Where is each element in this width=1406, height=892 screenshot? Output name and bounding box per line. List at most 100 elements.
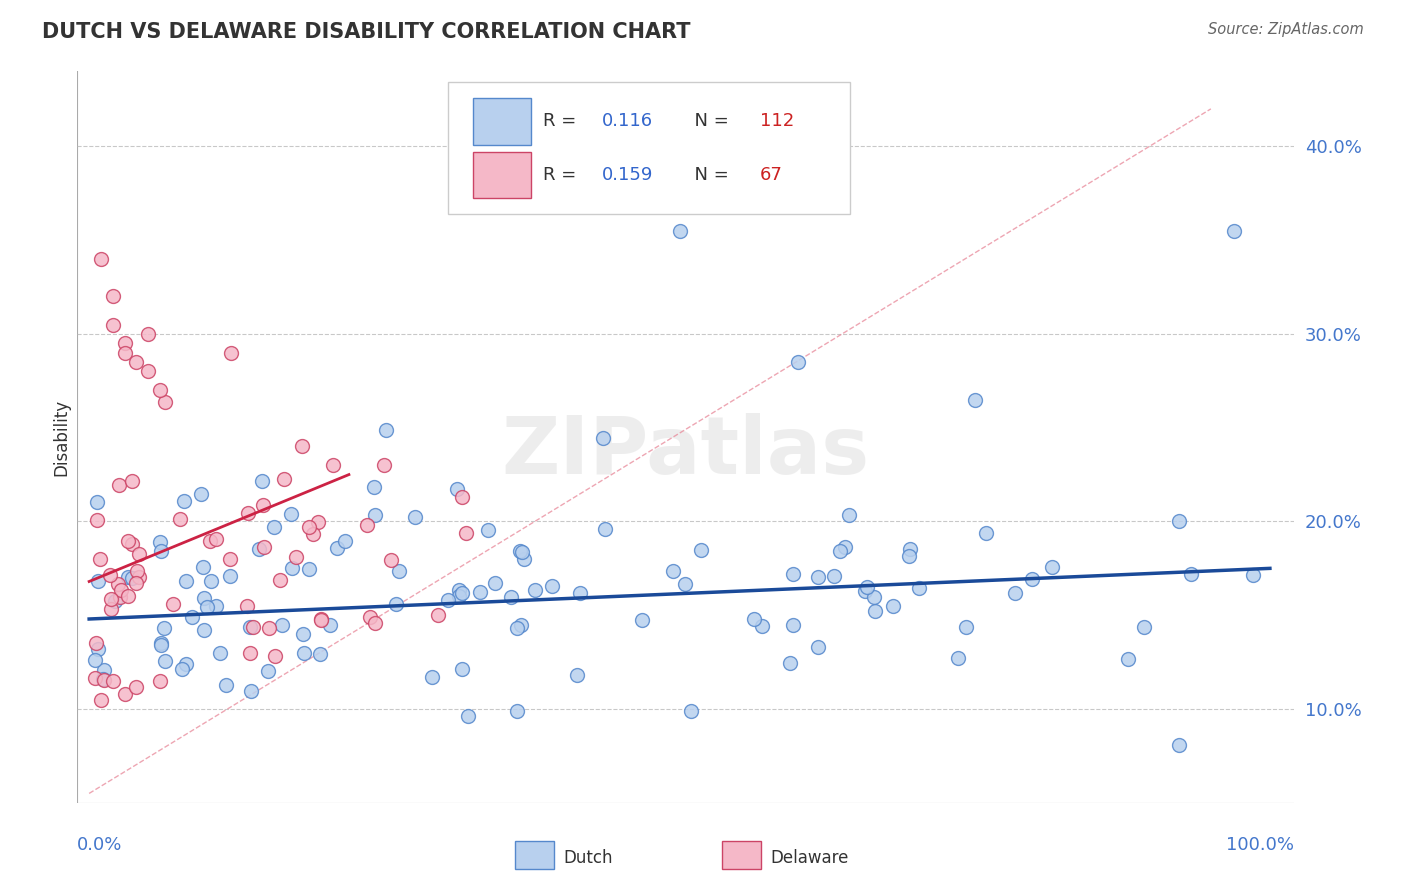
Point <box>1168 739 1191 753</box>
Text: ZIPatlas: ZIPatlas <box>502 413 869 491</box>
Point <box>193 623 215 637</box>
Point <box>93 664 115 678</box>
Point <box>862 590 884 604</box>
Point <box>270 617 292 632</box>
Point <box>450 585 472 599</box>
Point <box>468 584 491 599</box>
Point <box>149 535 172 549</box>
Point <box>838 508 860 522</box>
Point <box>450 662 472 676</box>
Point <box>333 533 356 548</box>
Text: 0.116: 0.116 <box>602 112 652 130</box>
Point <box>567 668 589 682</box>
Point <box>807 640 830 654</box>
Point <box>484 575 506 590</box>
Point <box>499 590 522 604</box>
Point <box>215 678 238 692</box>
Point <box>1133 620 1156 634</box>
Point <box>104 594 127 608</box>
Point <box>446 482 468 496</box>
Point <box>882 599 904 614</box>
Point <box>955 620 977 634</box>
Point <box>198 533 221 548</box>
Point <box>121 571 143 585</box>
Point <box>153 621 176 635</box>
Point <box>173 494 195 508</box>
Point <box>117 569 139 583</box>
Point <box>356 517 378 532</box>
Point <box>506 704 529 718</box>
Point <box>309 647 332 661</box>
FancyBboxPatch shape <box>721 841 761 869</box>
Point <box>87 574 110 589</box>
Point <box>540 579 562 593</box>
Point <box>388 565 411 579</box>
Point <box>204 599 226 613</box>
Point <box>807 569 830 583</box>
Point <box>162 597 184 611</box>
Text: 67: 67 <box>759 166 783 185</box>
Point <box>107 577 129 591</box>
Point <box>828 544 851 558</box>
Point <box>510 545 533 559</box>
Point <box>291 440 314 454</box>
Point <box>125 680 148 694</box>
Point <box>86 513 108 527</box>
Point <box>853 584 876 599</box>
Text: DUTCH VS DELAWARE DISABILITY CORRELATION CHART: DUTCH VS DELAWARE DISABILITY CORRELATION… <box>42 22 690 42</box>
Point <box>668 224 690 238</box>
Point <box>257 621 280 635</box>
Point <box>150 544 173 558</box>
Point <box>751 618 773 632</box>
Point <box>149 638 172 652</box>
Point <box>263 519 285 533</box>
Point <box>449 590 471 604</box>
Point <box>319 618 342 632</box>
Point <box>127 564 149 578</box>
FancyBboxPatch shape <box>472 98 531 145</box>
Point <box>193 591 215 606</box>
Point <box>107 478 129 492</box>
Point <box>662 564 685 578</box>
Point <box>307 516 329 530</box>
Point <box>595 522 617 536</box>
Point <box>907 582 929 596</box>
Point <box>302 527 325 541</box>
Point <box>363 480 385 494</box>
Point <box>239 646 262 660</box>
Point <box>675 577 697 591</box>
Point <box>197 599 219 614</box>
Point <box>834 540 856 554</box>
Point <box>89 552 111 566</box>
Point <box>569 586 592 600</box>
Point <box>253 540 276 554</box>
Point <box>84 636 107 650</box>
Point <box>510 618 533 632</box>
Point <box>114 687 136 701</box>
Point <box>100 602 122 616</box>
Point <box>273 472 295 486</box>
Point <box>1004 585 1026 599</box>
Point <box>631 614 654 628</box>
Point <box>155 654 177 668</box>
Text: N =: N = <box>683 112 734 130</box>
Point <box>281 561 304 575</box>
Point <box>193 560 215 574</box>
Point <box>422 670 444 684</box>
Point <box>373 458 395 473</box>
Point <box>91 672 114 686</box>
Point <box>269 573 291 587</box>
Point <box>592 431 614 445</box>
Point <box>298 520 321 534</box>
Point <box>128 547 150 561</box>
Point <box>898 541 921 556</box>
Text: Delaware: Delaware <box>770 848 849 867</box>
Point <box>311 613 333 627</box>
Point <box>856 580 879 594</box>
Point <box>174 657 197 671</box>
Point <box>897 549 920 563</box>
Point <box>205 532 228 546</box>
Point <box>1223 224 1246 238</box>
Point <box>512 552 534 566</box>
Point <box>149 673 172 688</box>
